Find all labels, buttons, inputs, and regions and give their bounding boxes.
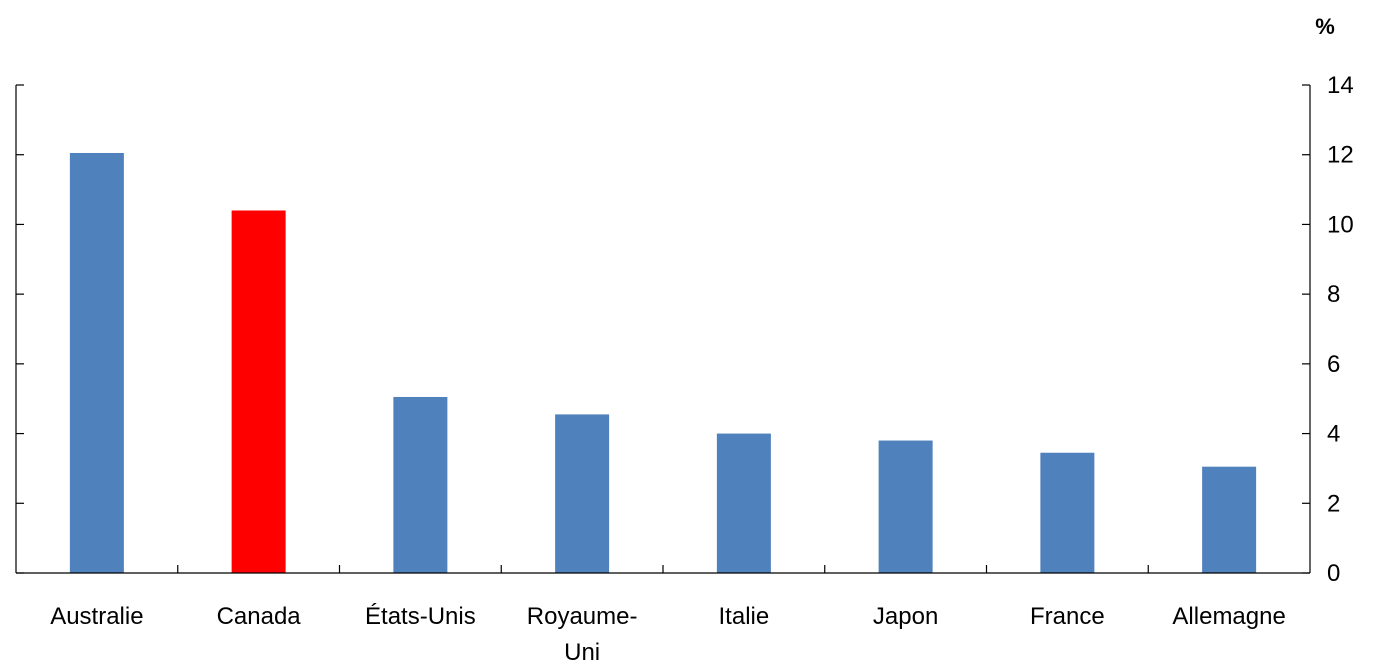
bar (878, 440, 933, 573)
x-tick-label: Australie (50, 603, 143, 630)
y-tick-label: 8 (1327, 281, 1340, 308)
x-tick-label: Japon (873, 603, 938, 630)
x-tick-label: États-Unis (365, 603, 476, 630)
bars-layer (69, 152, 1257, 573)
x-tick-label: Uni (564, 639, 600, 665)
y-tick-label: 2 (1327, 490, 1340, 517)
y-tick-label: 12 (1327, 142, 1354, 169)
bar (1040, 452, 1095, 573)
y-tick-label: 10 (1327, 211, 1354, 238)
x-tick-label: Allemagne (1172, 603, 1285, 630)
y-tick-label: 6 (1327, 351, 1340, 378)
y-tick-label: 14 (1327, 72, 1354, 99)
bar (231, 210, 286, 573)
bar (393, 396, 448, 573)
ticks-layer (16, 84, 1310, 574)
bar (555, 414, 610, 573)
x-tick-label: France (1030, 603, 1105, 630)
x-tick-label: Italie (719, 603, 770, 630)
x-tick-label: Royaume- (527, 603, 638, 630)
y-tick-label: 4 (1327, 421, 1340, 448)
axes-layer (15, 85, 1311, 574)
bar (716, 433, 771, 573)
bar (69, 152, 124, 573)
x-tick-label: Canada (217, 603, 302, 630)
y-tick-label: 0 (1327, 560, 1340, 587)
y-axis-unit-label: % (1315, 14, 1335, 39)
bar (1202, 466, 1257, 573)
labels-layer: 0 2 4 6 8 10 12 14 Australie Canada États-Unis Roya… (50, 72, 1354, 665)
